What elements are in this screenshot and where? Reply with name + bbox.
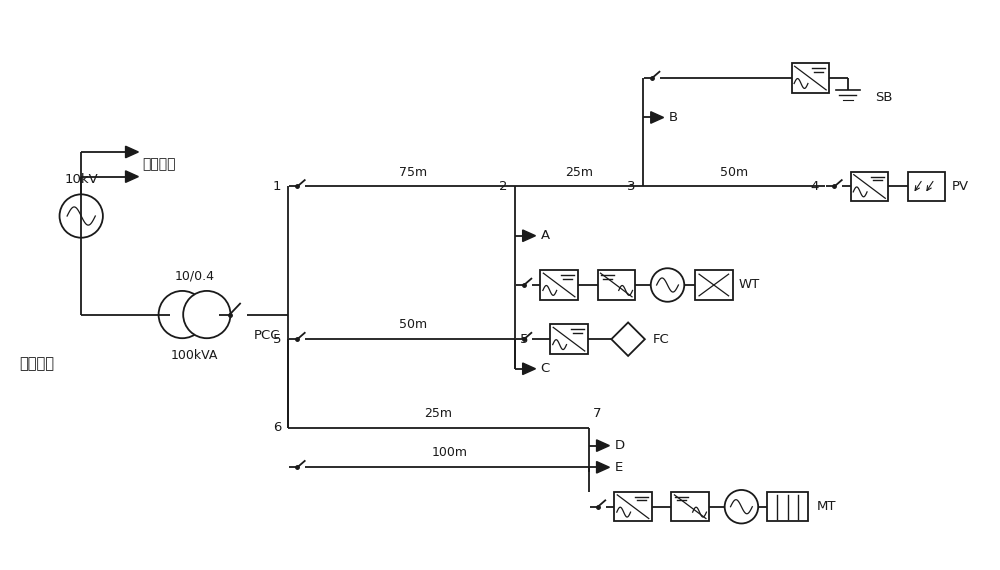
Bar bbox=[550, 324, 588, 354]
Circle shape bbox=[159, 291, 206, 338]
Bar bbox=[851, 172, 888, 201]
Text: PCC: PCC bbox=[254, 329, 281, 343]
Polygon shape bbox=[126, 146, 138, 158]
Text: 10kV: 10kV bbox=[64, 173, 98, 186]
Text: 100m: 100m bbox=[432, 446, 468, 459]
Polygon shape bbox=[523, 230, 535, 242]
Bar bbox=[540, 270, 578, 300]
Text: 25m: 25m bbox=[565, 165, 593, 178]
Text: E: E bbox=[614, 461, 623, 474]
Text: PV: PV bbox=[951, 180, 968, 193]
Text: A: A bbox=[540, 229, 550, 242]
Text: MT: MT bbox=[816, 500, 836, 513]
Bar bbox=[767, 492, 808, 522]
Text: D: D bbox=[614, 439, 624, 452]
Text: 其他线路: 其他线路 bbox=[142, 157, 176, 172]
Bar bbox=[671, 492, 709, 522]
Text: 25m: 25m bbox=[424, 407, 452, 420]
Text: 3: 3 bbox=[627, 180, 636, 193]
Text: 10/0.4: 10/0.4 bbox=[175, 269, 215, 282]
Circle shape bbox=[183, 291, 230, 338]
Text: SB: SB bbox=[875, 91, 893, 104]
Bar bbox=[908, 172, 945, 201]
Text: 6: 6 bbox=[273, 421, 281, 434]
Text: B: B bbox=[668, 111, 678, 124]
Text: 100kVA: 100kVA bbox=[171, 349, 218, 362]
Polygon shape bbox=[597, 440, 609, 451]
Text: 5: 5 bbox=[520, 333, 528, 345]
Text: 50m: 50m bbox=[720, 165, 748, 178]
Text: WT: WT bbox=[738, 279, 760, 291]
Polygon shape bbox=[651, 112, 664, 123]
Polygon shape bbox=[597, 462, 609, 473]
Text: 5: 5 bbox=[273, 333, 281, 345]
Text: 4: 4 bbox=[810, 180, 818, 193]
Polygon shape bbox=[523, 363, 535, 374]
Text: FC: FC bbox=[653, 333, 669, 345]
Polygon shape bbox=[126, 171, 138, 182]
Text: C: C bbox=[540, 363, 550, 375]
Text: 75m: 75m bbox=[399, 165, 427, 178]
Text: 1: 1 bbox=[273, 180, 281, 193]
Text: 上级电网: 上级电网 bbox=[19, 356, 54, 371]
Text: 50m: 50m bbox=[399, 318, 427, 331]
Bar bbox=[614, 492, 652, 522]
Text: 2: 2 bbox=[499, 180, 508, 193]
Bar bbox=[792, 63, 829, 93]
Bar bbox=[695, 270, 733, 300]
Bar bbox=[598, 270, 635, 300]
Text: 7: 7 bbox=[593, 407, 601, 420]
